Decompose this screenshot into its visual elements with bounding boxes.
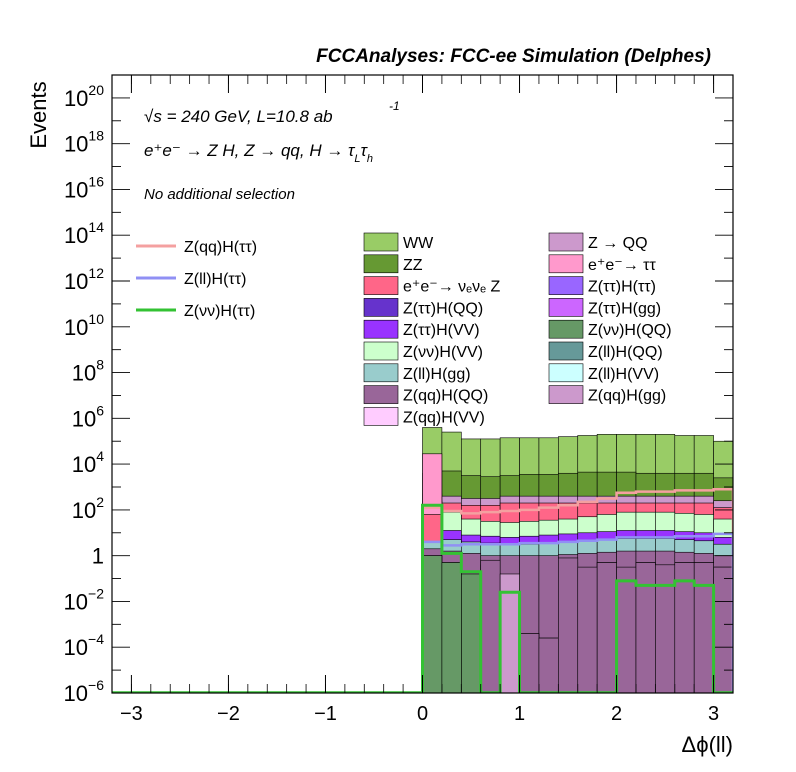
y-tick-label: 1 xyxy=(92,544,104,569)
selection-label: No additional selection xyxy=(144,186,295,203)
legend-fill-swatch xyxy=(548,276,584,295)
stack-bar-zqqh-qq-low xyxy=(480,559,501,693)
legend-fill-swatch xyxy=(548,254,584,274)
legend-entry-label: Z(νν)H(QQ) xyxy=(588,322,672,339)
x-tick-label: 1 xyxy=(514,703,525,725)
chart-title: FCCAnalyses: FCC-ee Simulation (Delphes) xyxy=(316,46,711,67)
legend-fill-swatch xyxy=(363,232,399,252)
legend-entry-label: Z(ττ)H(gg) xyxy=(588,300,661,317)
svg-text:e⁺e⁻ → Z H, Z → qq, H → τLτh: e⁺e⁻ → Z H, Z → qq, H → τLτh xyxy=(144,141,373,165)
y-tick-label: 104 xyxy=(72,448,104,477)
legend-entry-label: Z(ll)H(gg) xyxy=(403,366,471,383)
process-text: e⁺e⁻ → Z H, Z → qq, H → τ xyxy=(144,141,356,160)
legend-entry-label: ZZ xyxy=(403,257,423,274)
legend-entry-label: Z → QQ xyxy=(588,235,648,252)
legend-entry-label: Z(νν)H(VV) xyxy=(403,344,483,361)
series-line-zqqh xyxy=(112,488,733,693)
x-tick-label: −3 xyxy=(120,703,143,725)
legend-fill-swatch xyxy=(548,319,584,339)
y-tick-label: 10−6 xyxy=(64,677,105,706)
legend-entry-label: Z(ll)H(ττ) xyxy=(184,271,246,288)
legend: Z(qq)H(ττ) Z(ll)H(ττ) Z(νν)H(ττ) WW ZZ e⁺e⁻→ … xyxy=(136,232,672,426)
process-sub-h: h xyxy=(367,153,373,165)
stack-bar-zvvh-qq-first xyxy=(422,555,443,693)
stack-bar-zqqh-qq-low xyxy=(596,562,617,693)
x-axis-label: Δϕ(ll) xyxy=(682,732,733,757)
stack-bar-zqqh-qq-low xyxy=(538,637,559,693)
lumi-exponent: -1 xyxy=(389,99,400,113)
legend-fill-swatch xyxy=(363,385,399,404)
stack-bar-zqqh-qq-low xyxy=(577,566,598,693)
legend-entry-label: Z(ττ)H(VV) xyxy=(403,322,480,339)
y-tick-label: 106 xyxy=(72,402,104,431)
stack-bar-zvvh-qq-first xyxy=(441,562,462,693)
legend-entry-label: WW xyxy=(403,235,434,252)
y-tick-label: 1020 xyxy=(64,82,104,111)
legend-entry-label: Z(qq)H(gg) xyxy=(588,388,666,405)
legend-entry-label: e⁺e⁻→ νₑνₑ Z xyxy=(403,279,500,296)
stack-bar-zqqh-qq-low xyxy=(519,633,540,693)
x-tick-label: 2 xyxy=(611,703,622,725)
x-tick-label: 0 xyxy=(417,703,428,725)
process-sub-l: L xyxy=(354,153,360,165)
stack-bar-zvvh-qq xyxy=(461,573,482,693)
y-tick-label: 1014 xyxy=(64,219,104,248)
process-tau: τ xyxy=(361,141,369,160)
series-line-zllh xyxy=(112,532,733,693)
y-tick-label: 1018 xyxy=(64,128,104,157)
y-tick-label: 10−2 xyxy=(64,585,105,614)
legend-fill-swatch xyxy=(548,363,584,383)
legend-fill-swatch xyxy=(363,341,399,361)
legend-entry-label: Z(qq)H(QQ) xyxy=(403,388,488,405)
y-tick-label: 102 xyxy=(72,494,104,523)
stack-bar-zqqh-qq-low xyxy=(616,566,637,693)
x-tick-label: −1 xyxy=(314,703,337,725)
y-tick-label: 1016 xyxy=(64,173,104,202)
process-annotation: e⁺e⁻ → Z H, Z → qq, H → τLτh xyxy=(144,141,373,165)
svg-text:√s = 240 GeV, L=10.8 ab: √s = 240 GeV, L=10.8 ab xyxy=(144,107,333,126)
legend-fill-swatch xyxy=(363,276,399,295)
legend-fill-swatch xyxy=(363,363,399,383)
stack-bar-zqqh-qq-low xyxy=(558,557,579,693)
legend-fill-swatch xyxy=(363,298,399,317)
stack-bar-zqqh-qq-low xyxy=(713,566,733,693)
legend-fill-swatch xyxy=(548,232,584,252)
stack-bar-zqqh-qq-low xyxy=(693,562,714,693)
y-tick-label: 10−4 xyxy=(64,631,105,660)
legend-entry-label: Z(ττ)H(ττ) xyxy=(588,279,656,296)
legend-fill-swatch xyxy=(363,254,399,274)
legend-entry-label: Z(qq)H(ττ) xyxy=(184,239,257,256)
stack-bar-vvz-peak xyxy=(422,514,443,543)
energy-annotation: √s = 240 GeV, L=10.8 ab -1 xyxy=(144,99,400,126)
energy-lumi-text: = 240 GeV, L=10.8 ab xyxy=(162,107,333,126)
stack-bar-zqqh-qq-low xyxy=(635,562,656,693)
sqrt-s-text: √s xyxy=(144,107,162,126)
stack-bars xyxy=(422,427,733,693)
legend-entry-label: Z(νν)H(ττ) xyxy=(184,303,255,320)
legend-fill-swatch xyxy=(548,385,584,404)
y-tick-label: 108 xyxy=(72,357,104,386)
x-tick-label: −2 xyxy=(217,703,240,725)
y-tick-label: 1010 xyxy=(64,311,104,340)
legend-fill-swatch xyxy=(363,319,399,339)
y-tick-label: 1012 xyxy=(64,265,104,294)
y-axis-label: Events xyxy=(26,81,51,148)
legend-fill-swatch xyxy=(363,407,399,426)
x-tick-label: 3 xyxy=(708,703,719,725)
legend-entry-label: Z(qq)H(VV) xyxy=(403,409,485,426)
legend-fill-swatch xyxy=(548,341,584,361)
legend-entry-label: Z(ll)H(QQ) xyxy=(588,344,663,361)
axes: −3 −2 −1 0 1 2 3 10−6 10−4 10−2 1 102 104 106 108 1010 1… xyxy=(64,74,734,725)
legend-entry-label: Z(ll)H(VV) xyxy=(588,366,659,383)
legend-fill-swatch xyxy=(548,298,584,317)
legend-entry-label: Z(ττ)H(QQ) xyxy=(403,300,483,317)
legend-entry-label: e⁺e⁻→ ττ xyxy=(588,257,656,274)
